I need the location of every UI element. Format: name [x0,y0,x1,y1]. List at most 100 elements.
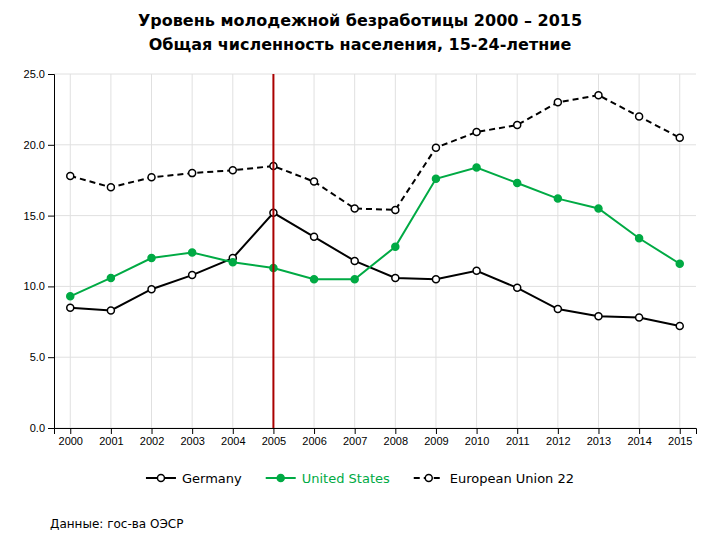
x-axis-tick: 2003 [180,428,204,447]
x-axis-tick: 2012 [546,428,570,447]
grid-line-x [314,74,315,428]
series-point [107,307,114,314]
x-axis-tick-mark [152,428,153,434]
y-axis-tick: 5.0 [30,351,54,363]
series-point [351,276,358,283]
x-axis-tick: 2013 [587,428,611,447]
series-point [676,323,683,330]
x-axis-tick-label: 2009 [424,435,448,447]
x-axis-tick-mark [598,428,599,434]
x-axis-tick-label: 2008 [384,435,408,447]
grid-line-x [232,74,233,428]
y-axis: 0.0 5.0 10.0 15.0 20.0 25.0 [24,68,55,434]
series-point [229,259,236,266]
x-axis-tick-label: 2013 [587,435,611,447]
legend-item: Germany [146,471,242,486]
y-axis-tick: 20.0 [24,139,54,151]
x-axis-tick-mark [314,428,315,434]
series-point [473,164,480,171]
x-axis-tick-label: 2005 [262,435,286,447]
series-point [148,255,155,262]
x-axis-tick-label: 2011 [506,435,530,447]
reference-line [272,74,274,428]
grid-line-x [476,74,477,428]
x-axis-tick-mark [111,428,112,434]
legend: Germany United States European Union 22 [146,471,574,486]
x-axis-tick-label: 2012 [546,435,570,447]
y-axis-tick-mark [48,357,54,358]
x-axis-tick-label: 2002 [140,435,164,447]
grid-line-x [435,74,436,428]
series-point [392,274,399,281]
y-axis-tick-label: 0.0 [30,422,45,434]
x-axis-tick: 2005 [262,428,286,447]
series-point [67,293,74,300]
title: Уровень молодежной безработицы 2000 – 20… [138,11,582,30]
footnote: Данные: гос-ва ОЭСР [50,517,183,531]
grid-line-y [54,144,696,145]
y-axis-tick: 0.0 [30,422,54,434]
series-point [595,205,602,212]
series-point [554,99,561,106]
grid-line-x [598,74,599,428]
grid-line-y [54,74,696,75]
y-axis-tick-label: 5.0 [30,351,45,363]
x-axis-tick: 2001 [99,428,123,447]
legend-marker [277,475,284,482]
legend-item: European Union 22 [414,471,574,486]
y-axis-tick-mark [48,428,54,429]
series-line [70,213,679,326]
y-axis-tick-mark [48,145,54,146]
x-axis-tick-label: 2015 [668,435,692,447]
series-point [189,272,196,279]
legend-label: United States [302,471,390,486]
x-axis-tick-label: 2000 [59,435,83,447]
series-point [595,92,602,99]
y-axis-tick: 10.0 [24,280,54,292]
grid-line-y [54,215,696,216]
subtitle: Общая численность населения, 15-24-летни… [149,35,572,54]
series-point [67,172,74,179]
series-point [473,129,480,136]
grid-line-y [54,357,696,358]
series-point [107,274,114,281]
series-point [514,121,521,128]
series-point [351,257,358,264]
series-point [148,286,155,293]
grid-line-x [273,74,274,428]
series-point [473,267,480,274]
chart: 2000200120022003200420052006200720082009… [0,0,720,540]
x-axis-tick: 2007 [343,428,367,447]
grid [54,74,696,428]
x-axis-tick: 2002 [140,428,164,447]
series-point [514,180,521,187]
x-axis-tick: 2014 [627,428,651,447]
legend-marker [425,475,432,482]
x-axis-tick: 2004 [221,428,245,447]
series-point [514,284,521,291]
series-point [554,195,561,202]
x-axis-tick-label: 2003 [180,435,204,447]
y-axis-tick: 15.0 [24,210,54,222]
series-point [595,313,602,320]
legend-item: United States [266,471,390,486]
x-axis-tick-mark [273,428,274,434]
grid-line-x [557,74,558,428]
y-axis-tick-label: 10.0 [24,280,45,292]
x-axis-tick-mark [558,428,559,434]
plot-area [67,74,683,428]
x-axis-tick-mark [192,428,193,434]
series-point [432,276,439,283]
y-axis-line [48,75,55,429]
y-axis-tick-label: 25.0 [24,68,45,80]
series-line [70,167,679,296]
grid-line-x [151,74,152,428]
x-axis-tick-mark [70,428,71,434]
x-axis-tick-mark [395,428,396,434]
x-axis-line [55,429,697,435]
series-point [676,134,683,141]
series-point [636,113,643,120]
y-axis-tick-label: 20.0 [24,139,45,151]
x-axis-tick: 2010 [465,428,489,447]
y-axis-tick: 25.0 [24,68,54,80]
